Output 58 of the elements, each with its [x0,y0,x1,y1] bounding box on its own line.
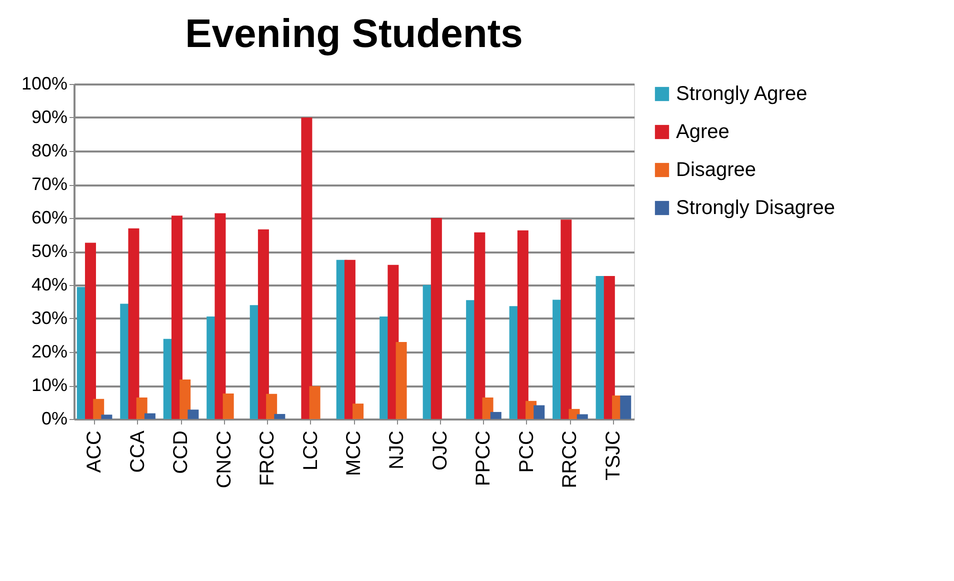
bar [144,413,156,419]
bar [482,398,494,419]
x-tick-label: NJC [386,430,408,470]
bar [430,218,442,419]
bar [180,379,191,419]
bar [474,232,486,419]
bar [136,398,148,419]
y-tick-label: 10% [31,375,68,395]
bar [560,220,572,419]
y-tick-label: 30% [31,308,68,328]
x-tick-label: PPCC [472,430,495,486]
bar [344,260,356,419]
bar [84,242,96,419]
bar [101,414,112,419]
y-tick-label: 100% [21,74,68,94]
x-tick-label: OJC [429,430,452,470]
bar [576,414,588,419]
y-tick-label: 40% [31,274,68,294]
bar [222,394,234,419]
bar [214,213,226,419]
x-tick-label: ACC [84,430,106,473]
y-tick-label: 20% [31,342,68,362]
bar [301,118,312,419]
bar [490,412,502,419]
x-tick-label: PCC [516,430,538,473]
x-tick-label: CCD [170,430,192,474]
y-tick-label: 80% [31,140,68,160]
bar [274,414,286,419]
bar [188,410,199,419]
x-tick-label: CNCC [213,430,236,488]
bar [171,216,182,419]
x-tick-label: LCC [300,430,322,471]
bar [128,228,140,419]
bar [517,230,528,419]
legend-label: Disagree [676,159,756,181]
bar [352,404,364,419]
x-tick-label: RRCC [559,430,582,488]
y-tick-label: 90% [31,107,68,127]
bar [266,394,278,419]
y-tick-label: 70% [31,174,68,194]
x-tick-label: MCC [343,430,365,476]
bar [604,276,615,419]
bar [534,405,545,419]
legend-label: Strongly Agree [676,83,808,105]
x-tick-label: CCA [126,430,149,473]
bar [258,229,269,419]
y-tick-label: 0% [41,408,68,428]
legend-label: Agree [676,121,730,143]
bar [620,396,632,419]
x-tick-label: TSJC [602,430,624,480]
chart-title: Evening Students [185,12,523,56]
bar [396,342,407,419]
bar [93,398,104,419]
y-tick-label: 60% [31,208,68,228]
x-tick-label: FRCC [256,430,279,486]
bar [309,386,320,419]
y-tick-label: 50% [31,241,68,261]
legend-label: Strongly Disagree [676,197,835,219]
